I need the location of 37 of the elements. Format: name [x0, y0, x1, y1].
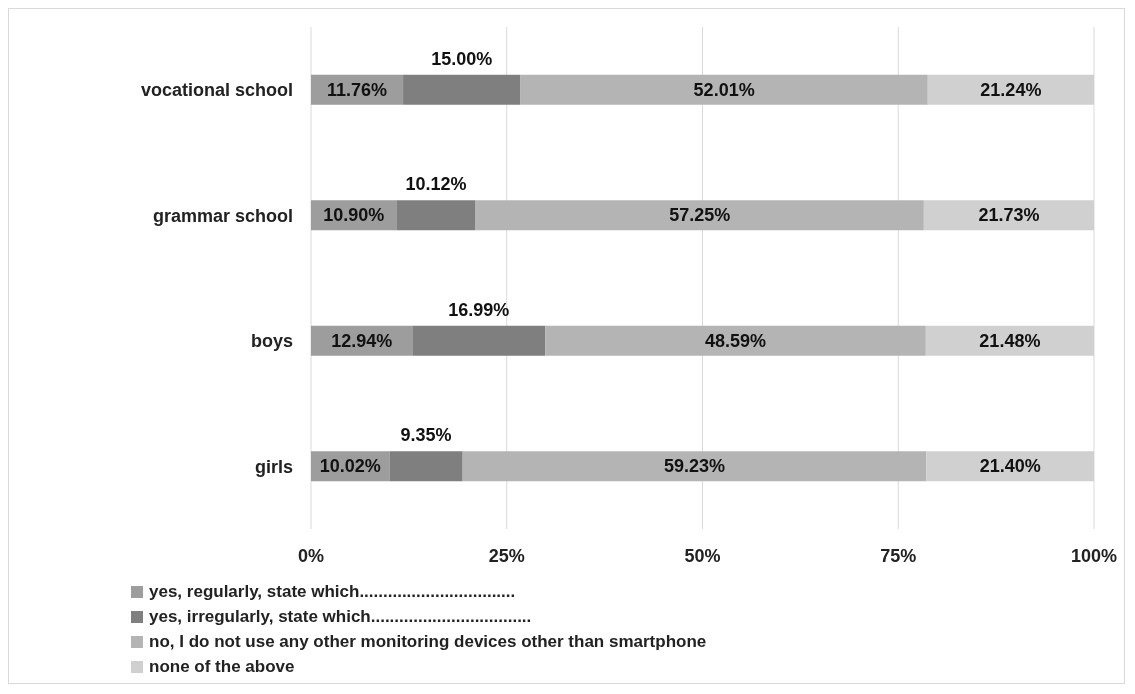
- data-label: 52.01%: [693, 79, 755, 100]
- data-label: 21.24%: [980, 79, 1042, 100]
- bar: [389, 451, 463, 482]
- data-label: 9.35%: [400, 425, 452, 446]
- x-tick-label: 50%: [684, 545, 721, 566]
- legend-label: none of the above: [149, 656, 295, 677]
- bar: [396, 200, 476, 231]
- bar: [475, 200, 924, 231]
- data-label: 12.94%: [331, 330, 393, 351]
- data-label: 15.00%: [431, 48, 493, 69]
- legend-label: yes, regularly, state which.................................: [149, 581, 516, 602]
- bar: [412, 325, 546, 356]
- y-tick-label: vocational school: [140, 80, 293, 101]
- bar: [462, 451, 927, 482]
- data-label: 16.99%: [448, 299, 510, 320]
- legend-label: no, I do not use any other monitoring devices other than smartphone: [149, 631, 707, 652]
- data-label: 10.90%: [323, 205, 385, 226]
- data-label: 21.73%: [978, 205, 1040, 226]
- bar: [403, 74, 521, 105]
- data-label: 10.02%: [319, 456, 381, 477]
- data-label: 48.59%: [705, 330, 767, 351]
- data-label: 10.12%: [405, 174, 467, 195]
- data-label: 21.40%: [979, 456, 1041, 477]
- data-label: 59.23%: [664, 456, 726, 477]
- x-tick-label: 100%: [1070, 545, 1118, 566]
- data-label: 21.48%: [979, 330, 1041, 351]
- data-label: 57.25%: [669, 205, 731, 226]
- legend-label: yes, irregularly, state which..................................: [149, 606, 532, 627]
- x-tick-label: 25%: [488, 545, 525, 566]
- data-label: 11.76%: [327, 79, 388, 100]
- bar: [545, 325, 926, 356]
- x-tick-label: 0%: [297, 545, 325, 566]
- y-tick-label: girls: [254, 456, 293, 477]
- y-tick-label: boys: [250, 331, 293, 352]
- x-tick-label: 75%: [880, 545, 917, 566]
- bar: [520, 74, 928, 105]
- y-tick-label: grammar school: [152, 205, 293, 226]
